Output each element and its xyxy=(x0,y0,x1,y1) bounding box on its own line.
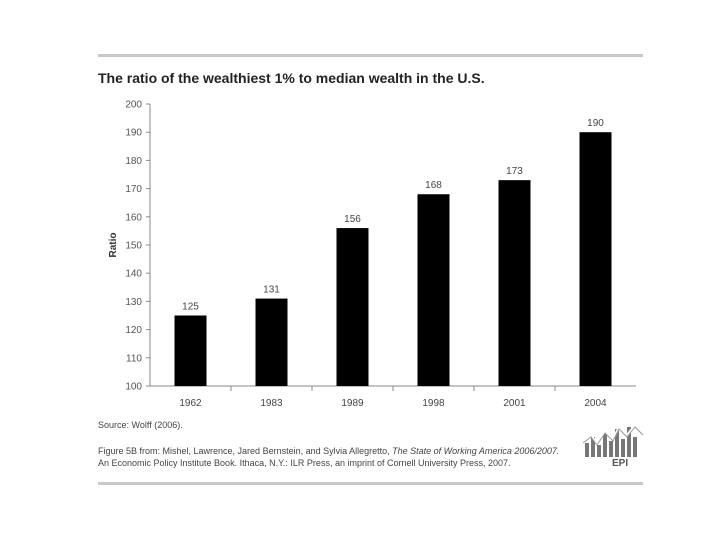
y-axis-ticks: 100 110 120 130 140 150 160 170 180 190 200 xyxy=(125,100,150,393)
chart-title: The ratio of the wealthiest 1% to median… xyxy=(98,70,485,86)
x-tick-label-1962: 1962 xyxy=(179,398,202,409)
bar-1998 xyxy=(417,194,450,386)
bar-1989 xyxy=(336,228,369,386)
y-tick-label: 150 xyxy=(125,241,142,252)
y-tick-label: 160 xyxy=(125,212,142,223)
y-axis-label: Ratio xyxy=(108,233,119,258)
bottom-divider xyxy=(98,482,643,485)
data-label-2001: 173 xyxy=(506,166,523,177)
data-label-2004: 190 xyxy=(587,118,604,129)
x-tick-label-2004: 2004 xyxy=(584,398,607,409)
y-tick-label: 110 xyxy=(126,353,142,364)
data-label-1989: 156 xyxy=(344,214,361,225)
y-tick-label: 200 xyxy=(125,100,142,111)
y-tick-label: 130 xyxy=(125,297,142,308)
top-divider xyxy=(98,54,643,57)
x-tick-label-2001: 2001 xyxy=(503,398,526,409)
x-axis-labels: 1962 1983 1989 1998 2001 2004 xyxy=(179,386,607,409)
chart-axes xyxy=(149,104,636,387)
bar-chart: 100 110 120 130 140 150 160 170 180 190 200 125 131… xyxy=(108,100,636,409)
y-tick-label: 100 xyxy=(125,382,142,393)
epi-bar-chart-logo-icon xyxy=(583,423,643,457)
data-label-1998: 168 xyxy=(425,180,442,191)
y-tick-label: 190 xyxy=(125,128,142,139)
y-tick-label: 180 xyxy=(125,156,142,167)
data-label-1983: 131 xyxy=(263,285,280,296)
caption-prefix: Figure 5B from: Mishel, Lawrence, Jared … xyxy=(98,446,390,456)
figure-caption: Figure 5B from: Mishel, Lawrence, Jared … xyxy=(98,445,568,469)
source-note: Source: Wolff (2006). xyxy=(98,420,183,430)
y-tick-label: 140 xyxy=(125,269,142,280)
epi-logo-text: EPI xyxy=(612,458,629,469)
data-label-1962: 125 xyxy=(182,302,199,313)
bar-2001 xyxy=(498,180,531,386)
y-tick-label: 120 xyxy=(125,325,142,336)
bar-1962 xyxy=(174,315,207,386)
y-tick-label: 170 xyxy=(125,184,142,195)
caption-line2: An Economic Policy Institute Book. Ithac… xyxy=(98,458,511,468)
chart-bars: 125 131 156 168 173 190 xyxy=(174,118,612,386)
x-tick-label-1989: 1989 xyxy=(341,398,364,409)
bar-1983 xyxy=(255,298,288,386)
caption-publication: The State of Working America 2006/2007. xyxy=(392,446,560,456)
x-tick-label-1983: 1983 xyxy=(260,398,283,409)
bar-2004 xyxy=(579,132,612,386)
x-tick-label-1998: 1998 xyxy=(422,398,445,409)
